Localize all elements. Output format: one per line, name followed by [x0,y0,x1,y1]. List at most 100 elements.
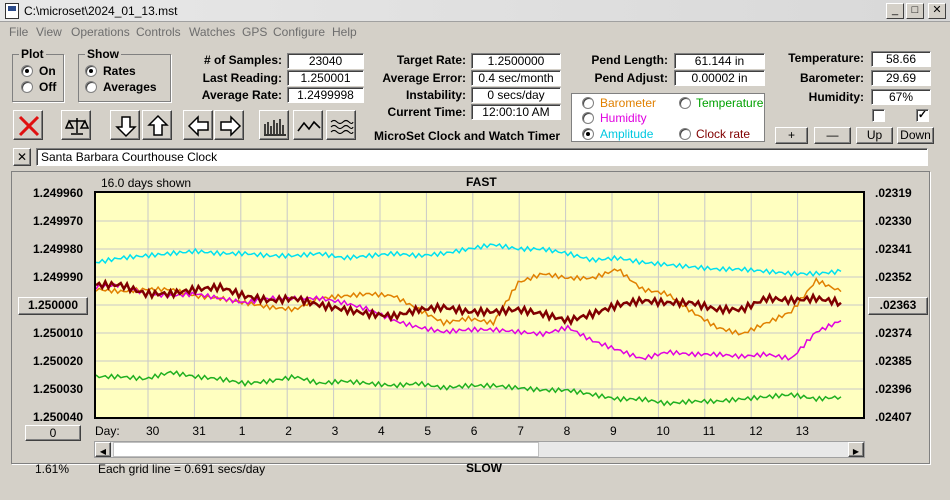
day-label: 2 [285,424,292,438]
barometer-option[interactable]: Barometer [600,96,657,110]
y-tick-left-7: 1.250030 [33,382,84,396]
y-tick-left-5: 1.250010 [33,326,84,340]
samples-value: 23040 [287,53,364,69]
day-label: 1 [238,424,246,438]
day-label: 12 [749,424,763,438]
plot-area[interactable] [94,191,865,419]
days-shown-label: 16.0 days shown [101,176,192,190]
y-tick-right-5: .02374 [875,326,912,340]
day-label: 8 [563,424,571,438]
amplitude-radio[interactable] [582,128,594,140]
plot-off-radio[interactable] [21,81,33,93]
scroll-right-icon: ▶ [852,447,860,456]
minimize-button[interactable]: _ [886,3,904,19]
day-label: 3 [331,424,339,438]
arrow-left-button[interactable] [183,110,213,140]
menu-help[interactable]: Help [332,25,357,39]
clear-name-button[interactable]: ✕ [13,148,31,166]
scroll-up-button[interactable]: Up [856,127,893,144]
scroll-left-button[interactable]: ◀ [95,442,111,457]
scale-plus-button[interactable]: + [775,127,808,144]
samples-label: # of Samples: [203,53,282,67]
line-view-button[interactable] [293,110,323,140]
menu-bar: File View Operations Controls Watches GP… [0,23,950,41]
scrollbar-thumb[interactable] [113,442,539,457]
humidity-radio[interactable] [582,112,594,124]
humidity-line [95,281,842,361]
day-label: 9 [610,424,617,438]
menu-file[interactable]: File [9,25,29,39]
menu-watches[interactable]: Watches [189,25,236,39]
horizontal-scrollbar[interactable]: ◀ ▶ [94,441,865,458]
close-button[interactable]: ✕ [928,3,946,19]
show-group-title: Show [85,47,121,61]
y-tick-right-7: .02396 [875,382,912,396]
day-label: 13 [795,424,809,438]
day-label: 31 [192,424,206,438]
day-label: 5 [424,424,432,438]
series-select-group: Barometer Temperature Humidity Clock rat… [571,93,765,142]
fast-label: FAST [466,175,497,189]
temperature-line [95,370,842,407]
show-rates-radio[interactable] [85,65,97,77]
checkbox-left[interactable] [872,109,885,122]
average-error-label: Average Error: [382,71,466,85]
day-label: 7 [517,424,524,438]
amplitude-line [95,242,842,278]
average-rate-value: 1.2499998 [287,87,364,103]
maximize-button[interactable]: □ [906,3,924,19]
window-title: C:\microset\2024_01_13.mst [24,4,178,18]
right-center-button[interactable]: .02363 [868,297,928,315]
day-label: 6 [470,424,478,438]
menu-gps[interactable]: GPS [242,25,268,39]
bottom-left-button[interactable]: 0 [25,425,81,441]
arrow-right-button[interactable] [214,110,244,140]
amplitude-option[interactable]: Amplitude [600,127,654,141]
waves-view-button[interactable] [326,110,356,140]
slow-label: SLOW [466,461,502,475]
temperature-radio[interactable] [679,97,691,109]
menu-view[interactable]: View [36,25,62,39]
menu-configure[interactable]: Configure [273,25,326,39]
arrow-up-button[interactable] [142,110,172,140]
left-center-button[interactable]: 1.250000 [18,297,88,315]
barometer-value: 29.69 [871,70,931,86]
temperature-option[interactable]: Temperature [696,96,764,110]
grid-note: Each grid line = 0.691 secs/day [98,462,266,476]
clock-rate-radio[interactable] [679,128,691,140]
menu-operations[interactable]: Operations [71,25,130,39]
menu-controls[interactable]: Controls [136,25,181,39]
plot-svg [95,193,863,417]
y-tick-right-0: .02319 [875,186,912,200]
y-tick-right-3: .02352 [875,270,912,284]
pend-length-value: 61.144 in [674,53,765,69]
target-rate-value[interactable]: 1.2500000 [471,53,561,69]
checkbox-right[interactable]: ✓ [916,109,929,122]
humidity-option[interactable]: Humidity [600,111,647,125]
scroll-down-button[interactable]: Down [897,127,934,144]
arrow-down-button[interactable] [110,110,140,140]
scale-minus-button[interactable]: — [814,127,851,144]
plot-on-radio[interactable] [21,65,33,77]
y-tick-right-6: .02385 [875,354,912,368]
barometer-radio[interactable] [582,97,594,109]
day-label: 4 [378,424,385,438]
clock-name-field[interactable]: Santa Barbara Courthouse Clock [36,148,928,166]
instability-value: 0 secs/day [471,87,561,103]
x-icon [18,115,40,137]
show-group: Show [78,47,171,102]
average-error-value: 0.4 sec/month [471,70,561,86]
bars-view-button[interactable] [259,110,289,140]
humidity-label: Humidity: [808,90,864,104]
arrow-left-icon [187,115,209,137]
stop-button[interactable] [13,110,43,140]
day-label: 10 [656,424,670,438]
show-averages-radio[interactable] [85,81,97,93]
clock-rate-option[interactable]: Clock rate [696,127,751,141]
last-reading-value: 1.250001 [287,70,364,86]
balance-scale-icon [65,118,89,135]
day-label: 30 [146,424,160,438]
scroll-right-button[interactable]: ▶ [848,442,864,457]
plot-on-label: On [39,64,56,78]
balance-button[interactable] [61,110,91,140]
